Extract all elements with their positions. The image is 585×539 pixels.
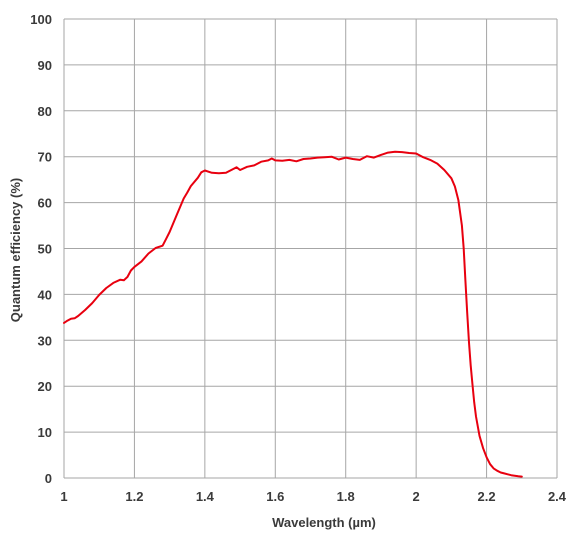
x-axis-title: Wavelength (µm) (272, 515, 376, 530)
y-tick-label: 40 (38, 287, 52, 302)
x-tick-label: 2.2 (478, 489, 496, 504)
y-tick-label: 20 (38, 379, 52, 394)
quantum-efficiency-line (63, 150, 523, 478)
y-tick-label: 70 (38, 150, 52, 165)
y-axis-title: Quantum efficiency (%) (8, 178, 23, 322)
plot-area (63, 150, 523, 478)
y-tick-label: 100 (30, 12, 52, 27)
x-tick-label: 1.4 (196, 489, 215, 504)
y-tick-label: 30 (38, 333, 52, 348)
x-tick-label: 2.4 (548, 489, 567, 504)
y-tick-label: 90 (38, 58, 52, 73)
x-tick-label: 1.6 (266, 489, 284, 504)
x-tick-label: 2 (413, 489, 420, 504)
tick-labels: 1 1.2 1.4 1.6 1.8 2 2.2 2.4 0 10 20 30 40 50 60 70 80 90 1… (30, 12, 567, 504)
y-tick-label: 10 (38, 425, 52, 440)
grid (63, 18, 558, 479)
x-tick-label: 1.8 (337, 489, 355, 504)
x-tick-label: 1 (60, 489, 67, 504)
y-tick-label: 60 (38, 196, 52, 211)
y-tick-label: 50 (38, 242, 52, 257)
y-tick-label: 80 (38, 104, 52, 119)
x-tick-label: 1.2 (125, 489, 143, 504)
y-tick-label: 0 (45, 471, 52, 486)
